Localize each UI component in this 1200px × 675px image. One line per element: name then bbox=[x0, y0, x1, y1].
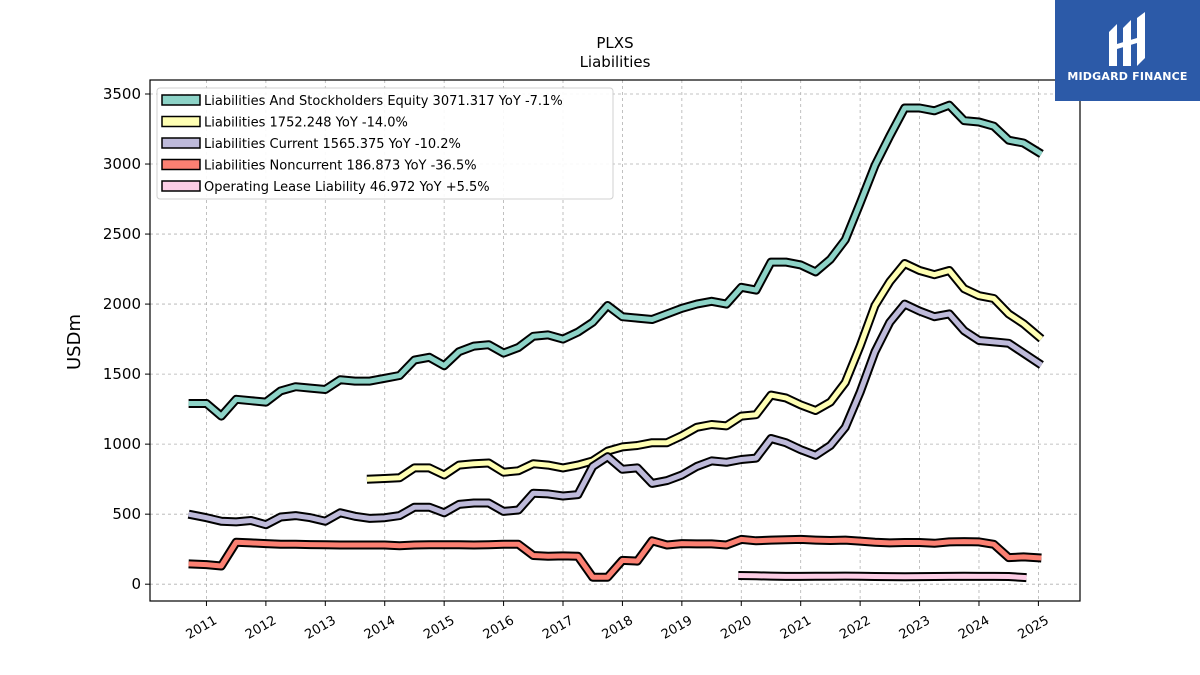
y-tick-label: 2500 bbox=[103, 225, 141, 243]
brand-logo-icon bbox=[1109, 12, 1145, 66]
legend: Liabilities And Stockholders Equity 3071… bbox=[156, 87, 614, 200]
x-tick-label: 2012 bbox=[243, 613, 279, 643]
series-3 bbox=[188, 534, 1042, 582]
series-0 bbox=[188, 100, 1044, 421]
x-tick-label: 2016 bbox=[481, 613, 517, 643]
legend-swatch bbox=[161, 94, 201, 106]
x-tick-label: 2025 bbox=[1016, 613, 1052, 643]
legend-label: Operating Lease Liability 46.972 YoY +5.… bbox=[204, 180, 490, 195]
y-tick-label: 3000 bbox=[103, 155, 141, 173]
legend-swatch bbox=[161, 137, 201, 149]
series-1 bbox=[366, 259, 1045, 484]
legend-swatch bbox=[161, 180, 201, 192]
series-layer bbox=[187, 100, 1045, 583]
x-tick-label: 2013 bbox=[302, 613, 338, 643]
legend-label: Liabilities Noncurrent 186.873 YoY -36.5… bbox=[204, 159, 477, 174]
series-line-outline bbox=[366, 259, 1045, 484]
x-tick-label: 2021 bbox=[778, 613, 814, 643]
brand-name: MIDGARD FINANCE bbox=[1067, 70, 1188, 83]
chart-subtitle: Liabilities bbox=[580, 53, 651, 71]
x-tick-label: 2014 bbox=[362, 613, 398, 643]
series-line bbox=[366, 261, 1044, 482]
brand-logo: MIDGARD FINANCE bbox=[1055, 0, 1200, 101]
x-tick-label: 2024 bbox=[956, 613, 992, 643]
plot-frame bbox=[149, 79, 1081, 602]
series-line-outline bbox=[187, 299, 1044, 530]
series-line bbox=[188, 301, 1043, 528]
x-tick-label: 2017 bbox=[540, 613, 576, 643]
series-2 bbox=[187, 299, 1044, 530]
legend-label: Liabilities Current 1565.375 YoY -10.2% bbox=[204, 137, 461, 152]
legend-swatch bbox=[161, 158, 201, 171]
series-line bbox=[188, 536, 1042, 580]
y-tick-label: 3500 bbox=[103, 85, 141, 103]
x-tick-label: 2020 bbox=[718, 613, 754, 643]
legend-swatch bbox=[161, 115, 201, 128]
x-tick-label: 2022 bbox=[837, 613, 873, 643]
chart-title: PLXS bbox=[596, 34, 633, 52]
legend-box bbox=[156, 87, 614, 200]
series-4 bbox=[738, 571, 1027, 583]
x-tick-label: 2018 bbox=[600, 613, 636, 643]
y-tick-label: 1500 bbox=[103, 365, 141, 383]
x-tick-label: 2019 bbox=[659, 613, 695, 643]
series-line bbox=[188, 102, 1043, 419]
x-tick-label: 2011 bbox=[184, 613, 220, 643]
y-tick-label: 500 bbox=[112, 505, 141, 523]
y-tick-label: 1000 bbox=[103, 435, 141, 453]
y-tick-label: 0 bbox=[131, 575, 141, 593]
legend-label: Liabilities And Stockholders Equity 3071… bbox=[204, 94, 563, 109]
y-axis-label: USDm bbox=[64, 314, 85, 370]
series-line bbox=[738, 573, 1027, 581]
x-tick-label: 2015 bbox=[421, 613, 457, 643]
y-tick-label: 2000 bbox=[103, 295, 141, 313]
x-tick-label: 2023 bbox=[897, 613, 933, 643]
legend-label: Liabilities 1752.248 YoY -14.0% bbox=[204, 116, 408, 131]
